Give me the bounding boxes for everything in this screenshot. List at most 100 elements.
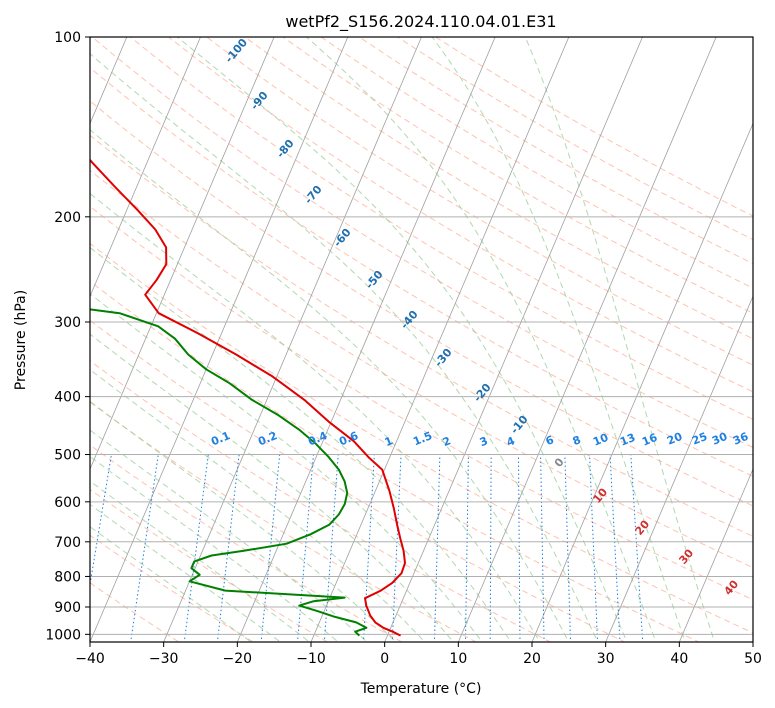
dry-adiabat-line — [91, 37, 753, 449]
moist-adiabat-line — [431, 37, 686, 642]
mixing-ratio-line — [564, 454, 572, 642]
mixing-ratio-line — [630, 454, 644, 642]
mixing-ratio-lines — [90, 454, 644, 642]
y-tick-label: 400 — [54, 390, 81, 406]
x-tick-label: −40 — [75, 651, 105, 667]
dry-adiabat-line — [90, 319, 626, 642]
mixing-ratio-label: 13 — [618, 431, 637, 449]
dry-adiabat-line — [434, 37, 753, 217]
dewpoint-profile-line — [90, 308, 368, 637]
dry-adiabat-line — [90, 401, 478, 642]
mixing-ratio-label: 8 — [571, 433, 583, 448]
mixing-ratio-line — [362, 454, 375, 642]
mixing-ratio-label: 25 — [690, 430, 709, 448]
mixing-ratio-line — [540, 454, 545, 642]
x-tick-label: 0 — [380, 651, 389, 667]
x-axis: −40 −30 −20 −10 0 10 20 30 40 50 — [75, 642, 762, 667]
chart-title: wetPf2_S156.2024.110.04.01.E31 — [285, 12, 556, 32]
y-axis-title: Pressure (hPa) — [13, 290, 29, 390]
mixing-ratio-label: 36 — [731, 430, 750, 448]
mixing-ratio-line — [297, 454, 314, 642]
moist-adiabat-line — [90, 526, 253, 642]
y-tick-label: 500 — [54, 448, 81, 464]
mixing-ratio-line — [433, 454, 441, 642]
dry-adiabats — [90, 37, 753, 642]
dry-adiabat-line — [167, 37, 753, 393]
x-tick-label: −10 — [296, 651, 326, 667]
isotherm-line — [605, 295, 753, 642]
mixing-ratio-line — [260, 454, 281, 642]
mixing-ratio-label: 3 — [478, 434, 490, 449]
x-tick-label: 20 — [523, 651, 541, 667]
mixing-ratio-line — [489, 454, 492, 642]
dry-adiabat-line — [90, 169, 753, 569]
moist-adiabat-line — [524, 37, 716, 642]
dry-adiabat-line — [90, 67, 753, 477]
x-tick-label: 50 — [744, 651, 762, 667]
y-tick-label: 700 — [54, 535, 81, 551]
dry-adiabat-line — [90, 242, 753, 634]
sounding-profiles — [90, 158, 406, 637]
y-axis: 100 200 300 400 500 600 700 800 900 1000 — [45, 30, 90, 643]
x-tick-label: 10 — [449, 651, 467, 667]
mixing-ratio-line — [517, 454, 521, 642]
isotherm-line — [384, 37, 643, 642]
mixing-ratio-label: 1 — [383, 434, 395, 449]
mixing-ratio-line — [391, 454, 402, 642]
dry-adiabat-line — [396, 37, 753, 241]
x-tick-label: −30 — [149, 651, 179, 667]
isotherm-line — [236, 37, 496, 642]
mixing-ratio-line — [216, 454, 240, 642]
dry-adiabat-line — [358, 37, 753, 265]
y-tick-label: 200 — [54, 210, 81, 226]
isotherm-line — [90, 37, 349, 642]
mixing-ratio-line — [130, 454, 159, 642]
isotherm-line — [457, 37, 717, 642]
isotherm-line — [678, 468, 753, 642]
dry-adiabat-line — [90, 100, 753, 507]
moist-adiabat-line — [90, 400, 397, 642]
moist-adiabat-line — [90, 129, 570, 642]
moist-adiabat-line — [90, 429, 368, 642]
isotherm-line — [531, 122, 753, 642]
y-tick-label: 800 — [54, 569, 81, 585]
isotherm-line — [310, 37, 570, 642]
moist-adiabats — [90, 37, 716, 642]
dry-adiabat-line — [282, 37, 753, 314]
isobars — [90, 37, 753, 635]
y-tick-label: 600 — [54, 495, 81, 511]
mixing-ratio-line — [464, 454, 469, 642]
isotherms — [90, 37, 753, 642]
x-axis-title: Temperature (°C) — [360, 681, 482, 697]
moist-adiabat-line — [90, 333, 455, 642]
plot-frame — [89, 36, 754, 643]
isotherm-line — [90, 37, 275, 471]
y-tick-label: 1000 — [45, 627, 81, 643]
moist-adiabat-line — [90, 480, 311, 642]
x-tick-label: −20 — [223, 651, 253, 667]
dry-adiabat-line — [90, 444, 403, 642]
x-tick-label: 40 — [670, 651, 688, 667]
mixing-ratio-line — [183, 454, 209, 642]
y-tick-label: 900 — [54, 600, 81, 616]
moist-adiabat-line — [90, 192, 541, 642]
isotherm-line — [90, 37, 201, 298]
isotherm-line — [163, 37, 422, 642]
mixing-ratio-label: 2 — [441, 434, 453, 449]
moist-adiabat-line — [90, 293, 483, 642]
mixing-ratio-label: 20 — [665, 430, 684, 448]
moist-adiabat-line — [90, 503, 282, 642]
temperature-profile-line — [90, 158, 406, 637]
dry-adiabat-line — [129, 37, 753, 420]
y-tick-label: 100 — [54, 30, 81, 46]
moist-adiabat-line — [90, 53, 599, 642]
dry-adiabat-line — [320, 37, 753, 289]
moist-adiabat-line — [306, 37, 657, 642]
mixing-ratio-line — [589, 454, 599, 642]
x-tick-label: 30 — [597, 651, 615, 667]
mixing-ratio-label: 16 — [640, 431, 659, 449]
mixing-ratio-line — [609, 454, 621, 642]
plot-background — [90, 37, 753, 642]
dry-adiabat-line — [90, 134, 753, 537]
